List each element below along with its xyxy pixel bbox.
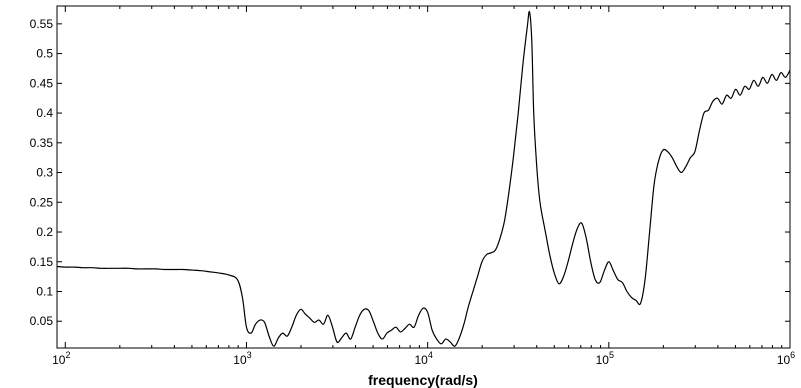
y-tick-label: 0.15 — [30, 255, 54, 269]
y-tick-label: 0.55 — [30, 17, 54, 31]
y-tick-label: 0.4 — [36, 106, 53, 120]
y-tick-label: 0.1 — [36, 284, 53, 298]
x-tick-label: 104 — [414, 350, 432, 367]
y-tick-label: 0.5 — [36, 47, 53, 61]
y-tick-label: 0.35 — [30, 136, 54, 150]
y-tick-label: 0.3 — [36, 166, 53, 180]
x-tick-label: 102 — [52, 350, 70, 367]
x-tick-label: 106 — [777, 350, 795, 367]
x-tick-label: 105 — [596, 350, 614, 367]
y-tick-label: 0.05 — [30, 314, 54, 328]
x-axis: 102 103 104 105 106 — [52, 6, 795, 367]
y-axis: 0.05 0.1 0.15 0.2 0.25 0.3 0.35 0.4 0.45 0.5 0.55 — [30, 17, 790, 328]
series-line — [56, 10, 791, 347]
y-tick-label: 0.45 — [30, 76, 54, 90]
x-axis-label: frequency(rad/s) — [368, 372, 478, 388]
y-tick-label: 0.25 — [30, 195, 54, 209]
plot-area — [56, 5, 791, 349]
y-tick-label: 0.2 — [36, 225, 53, 239]
x-tick-label: 103 — [233, 350, 251, 367]
